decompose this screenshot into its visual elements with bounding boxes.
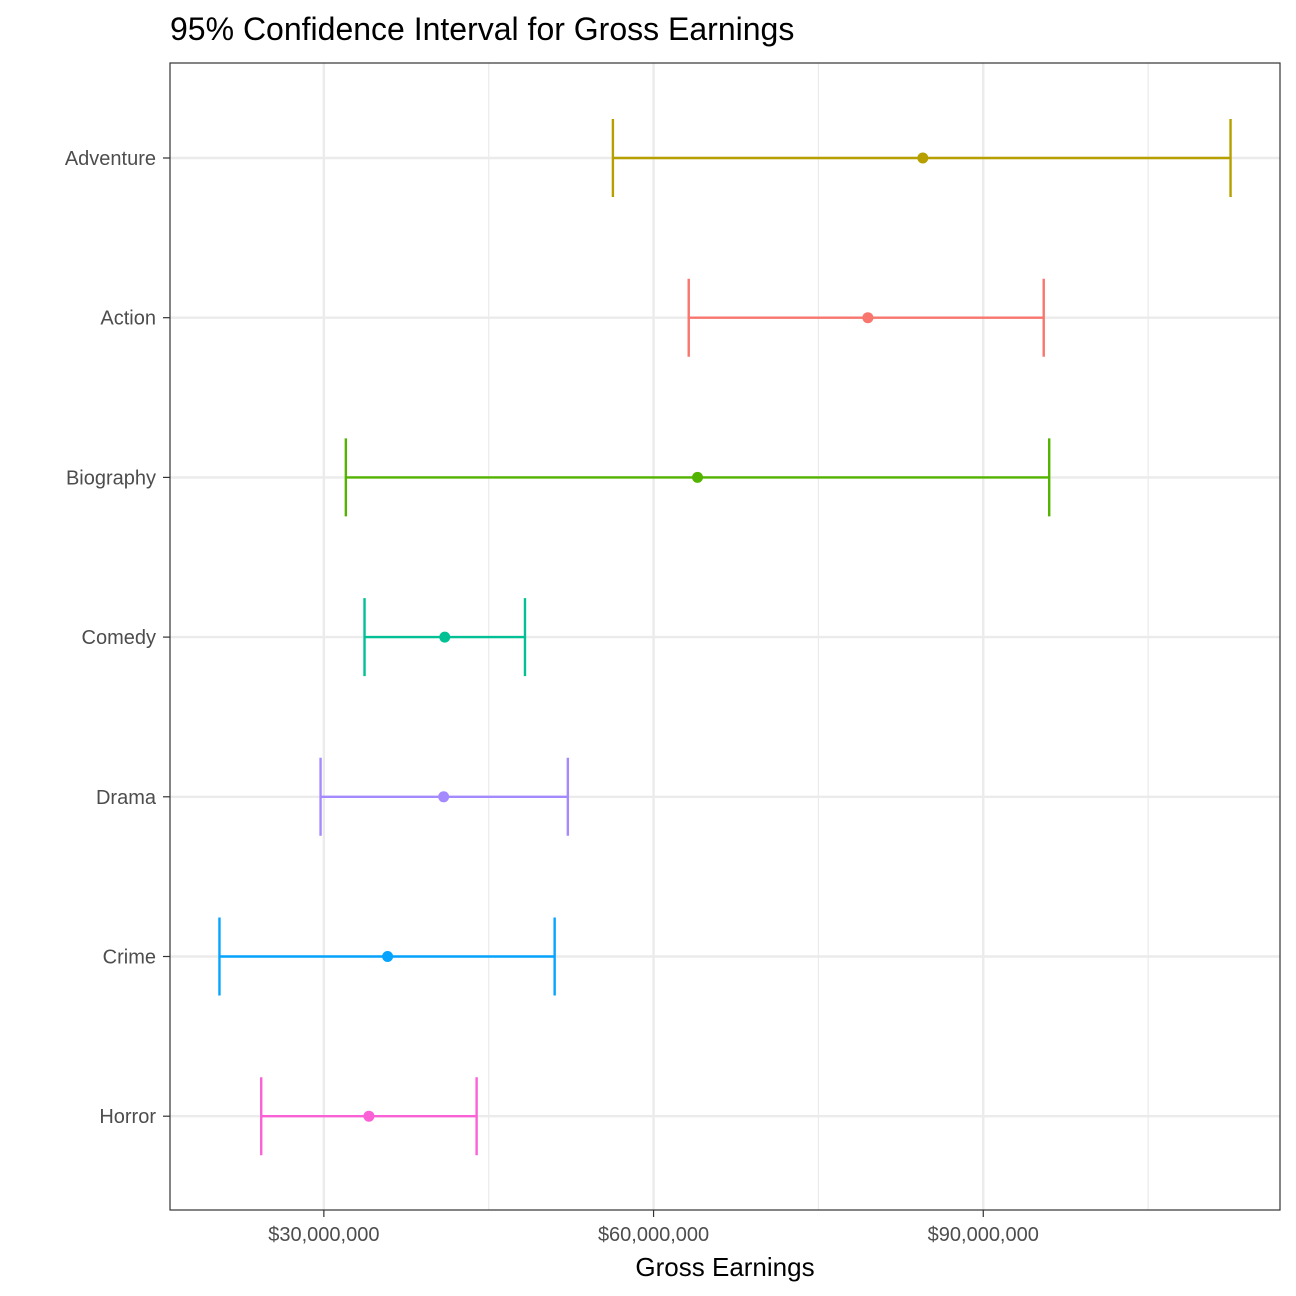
mean-point: [862, 312, 874, 324]
errorbar-horror: [260, 1077, 478, 1156]
axis-layer: Adventure Action Biography Comedy Drama Crime…: [65, 148, 1039, 1246]
y-tick-label: Comedy: [82, 627, 156, 649]
data-layer: [218, 119, 1232, 1156]
mean-point: [438, 791, 450, 803]
errorbar-comedy: [363, 598, 527, 677]
chart-title: 95% Confidence Interval for Gross Earnin…: [170, 11, 794, 47]
errorbar-crime: [218, 917, 556, 996]
y-tick-label: Horror: [99, 1106, 156, 1128]
x-tick-label: $30,000,000: [268, 1224, 379, 1246]
errorbar-biography: [344, 438, 1051, 517]
mean-point: [917, 152, 929, 164]
x-axis-title: Gross Earnings: [635, 1252, 814, 1282]
errorbar-adventure: [611, 119, 1232, 197]
mean-point: [363, 1110, 375, 1122]
y-tick-label: Action: [100, 308, 156, 330]
y-tick-label: Drama: [96, 787, 157, 809]
mean-point: [439, 631, 451, 643]
x-tick-label: $90,000,000: [928, 1224, 1039, 1246]
y-tick-label: Biography: [66, 467, 156, 489]
errorbar-drama: [319, 757, 570, 836]
mean-point: [692, 471, 704, 483]
y-tick-label: Adventure: [65, 148, 156, 170]
x-tick-label: $60,000,000: [598, 1224, 709, 1246]
errorbar-action: [687, 278, 1045, 357]
y-tick-label: Crime: [103, 947, 156, 969]
mean-point: [382, 951, 394, 962]
